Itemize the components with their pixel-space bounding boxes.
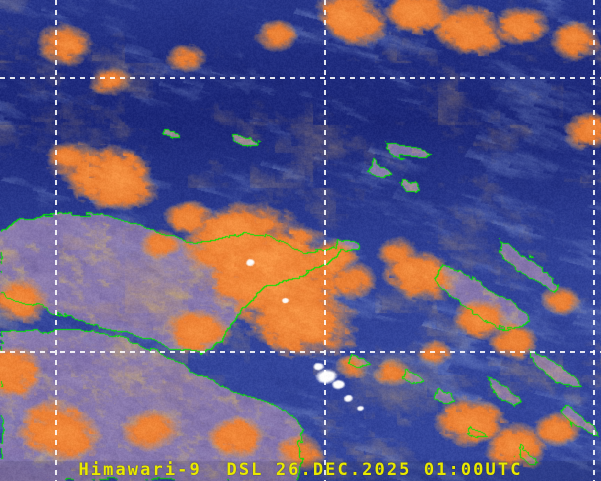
graticule-parallel-0 [0,77,601,79]
graticule-parallel-1 [0,351,601,353]
graticule-meridian-0 [55,0,57,481]
caption-bar: Himawari-9 DSL 26.DEC.2025 01:00UTC [0,459,601,481]
graticule-meridian-2 [593,0,595,481]
graticule-meridian-1 [324,0,326,481]
caption-text: Himawari-9 DSL 26.DEC.2025 01:00UTC [78,460,523,480]
